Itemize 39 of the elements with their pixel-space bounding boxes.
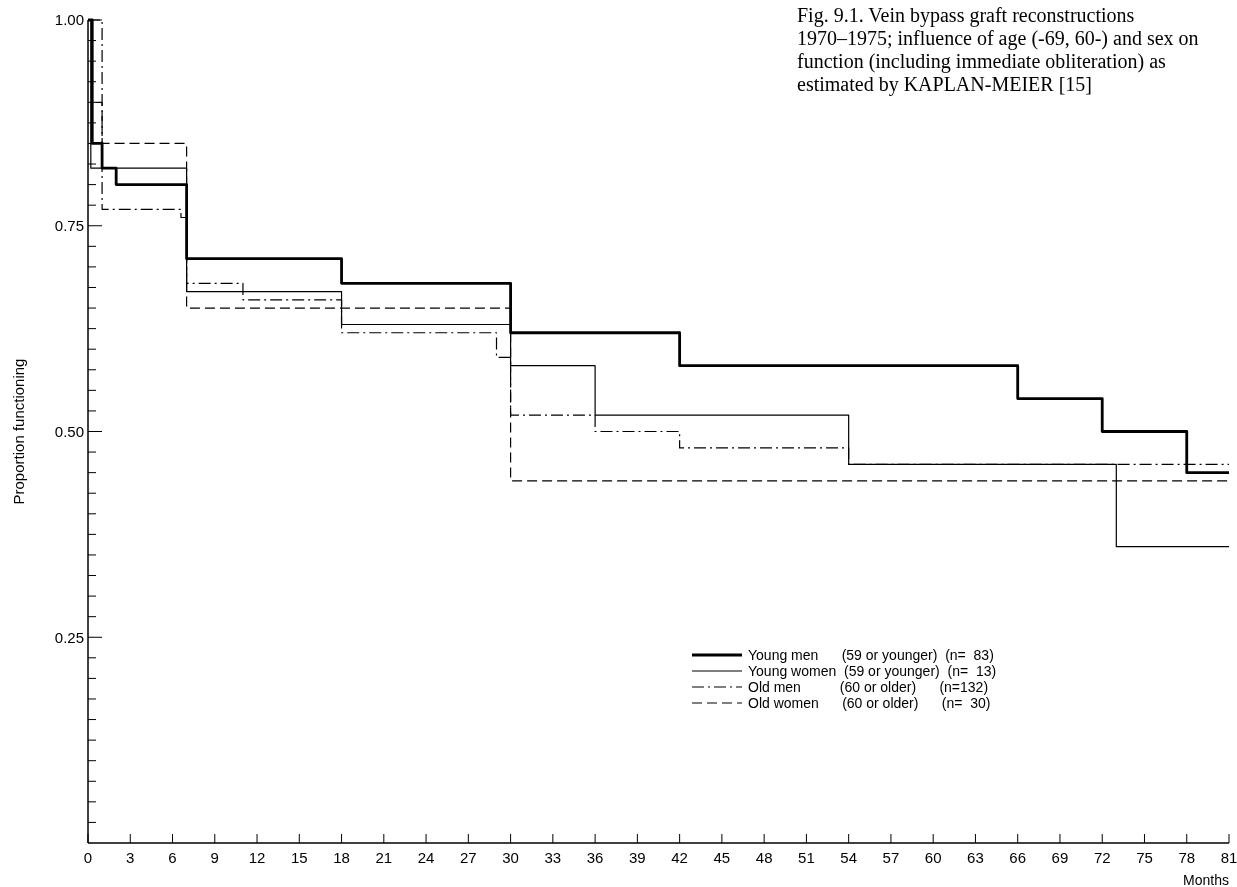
x-tick-label: 39	[629, 849, 646, 866]
x-tick-label: 24	[417, 849, 435, 866]
x-tick-label: 45	[713, 849, 731, 866]
y-tick-label: 0.75	[54, 217, 84, 234]
x-axis-title: Months	[1183, 872, 1229, 887]
y-tick-label: 0.25	[54, 628, 84, 646]
x-tick-label: 9	[210, 849, 219, 866]
x-tick-label: 27	[459, 849, 477, 866]
text: Fig. 9.1. Vein bypass graft reconstructions 1970–1975; influence of age (-69, 60-) and sex on function (including immediate obliteration) as estimated by KAPLAN-MEIER [15]	[797, 4, 1199, 96]
x-tick-label: 33	[544, 849, 562, 866]
x-tick-label: 72	[1093, 849, 1111, 866]
x-tick-label: 36	[586, 849, 604, 866]
x-tick-label: 54	[840, 849, 858, 866]
y-tick-label: 0.50	[54, 422, 84, 440]
legend-label: Young women (59 or younger) (n= 13)	[748, 662, 997, 679]
x-tick-label: 81	[1220, 849, 1237, 866]
x-tick-label: 6	[168, 849, 177, 866]
legend-label: Old women (60 or older) (n= 30)	[748, 694, 991, 711]
y-axis-title: Proportion functioning	[10, 358, 27, 505]
x-tick-label: 18	[333, 849, 350, 866]
x-tick-label: 75	[1136, 849, 1153, 866]
x-tick-label: 69	[1051, 849, 1069, 866]
x-tick-label: 63	[967, 849, 984, 866]
x-tick-label: 78	[1178, 849, 1196, 866]
x-tick-label: 3	[126, 849, 135, 866]
x-tick-label: 15	[290, 849, 308, 866]
x-tick-label: 30	[502, 849, 519, 866]
x-tick-label: 12	[248, 849, 266, 866]
x-tick-label: 60	[924, 849, 942, 866]
x-tick-label: 66	[1009, 849, 1027, 866]
y-tick-label: 1.00	[54, 11, 84, 29]
x-tick-label: 21	[375, 849, 393, 866]
x-tick-label: 42	[671, 849, 688, 866]
legend-label: Young men (59 or younger) (n= 83)	[748, 646, 994, 663]
legend-label: Old men (60 or older) (n=132)	[748, 678, 989, 695]
x-tick-label: 48	[755, 849, 773, 866]
x-tick-label: 57	[882, 849, 900, 866]
x-tick-label: 51	[798, 849, 815, 866]
x-tick-label: 0	[83, 849, 93, 866]
